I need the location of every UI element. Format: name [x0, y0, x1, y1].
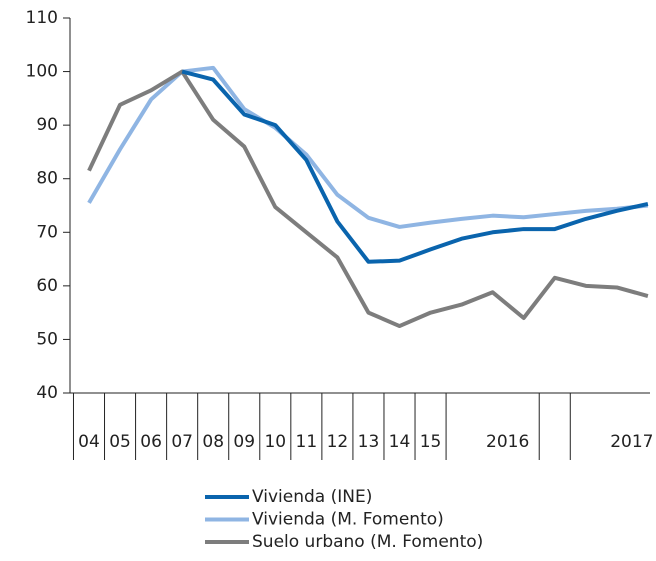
legend-label: Vivienda (M. Fomento)	[252, 510, 444, 530]
series-line	[87, 65, 649, 229]
x-tick-label: 08	[202, 432, 224, 452]
x-tick-label: 2017	[610, 432, 653, 452]
series-line	[87, 69, 649, 329]
x-tick-label: 10	[264, 432, 286, 452]
x-tick-label: 13	[358, 432, 380, 452]
y-tick-label: 40	[36, 383, 58, 403]
y-tick-label: 50	[36, 329, 58, 349]
x-tick-label: 06	[140, 432, 162, 452]
y-tick-label: 60	[36, 276, 58, 296]
y-tick-label: 100	[26, 62, 58, 82]
x-tick-label: 11	[296, 432, 318, 452]
y-tick-label: 90	[36, 115, 58, 135]
x-tick-label: 05	[109, 432, 131, 452]
x-tick-label: 2016	[486, 432, 529, 452]
y-tick-label: 80	[36, 169, 58, 189]
series-line	[181, 69, 649, 264]
x-tick-label: 04	[78, 432, 100, 452]
y-tick-label: 110	[26, 8, 58, 28]
x-tick-label: 15	[420, 432, 442, 452]
x-tick-label: 14	[389, 432, 411, 452]
x-tick-label: 07	[171, 432, 193, 452]
legend-label: Vivienda (INE)	[252, 487, 372, 507]
legend-label: Suelo urbano (M. Fomento)	[252, 532, 483, 552]
x-tick-label: 09	[233, 432, 255, 452]
x-tick-label: 12	[327, 432, 349, 452]
y-tick-label: 70	[36, 222, 58, 242]
